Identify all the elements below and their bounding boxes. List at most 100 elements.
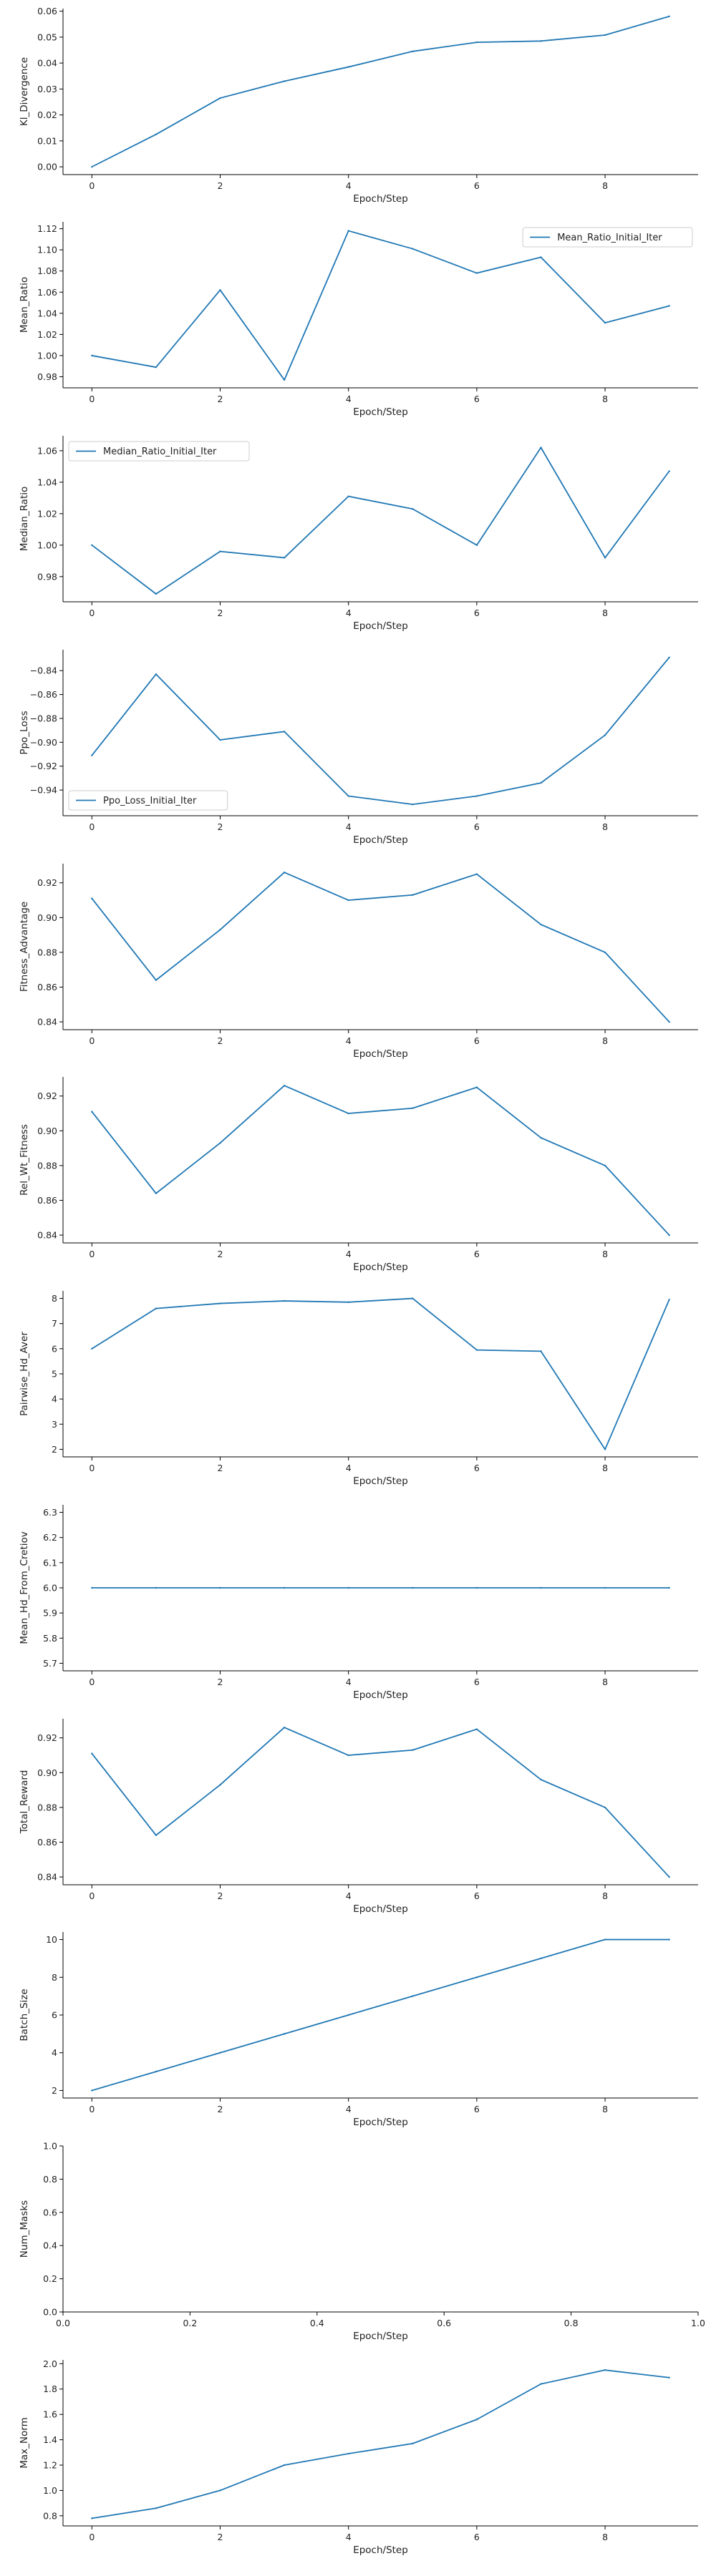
data-point [155, 592, 158, 595]
x-tick-label: 4 [346, 1677, 352, 1687]
y-tick-label: 5.8 [43, 1633, 57, 1644]
data-point [668, 305, 670, 307]
data-point [604, 1938, 606, 1941]
chart-panel-1: 0.00 0.01 0.02 0.03 0.04 0.05 0.06 0 2 4 6 8 Epoch/S… [19, 6, 698, 205]
y-axis-label: Mean_Ratio [19, 277, 30, 333]
series-line [91, 1727, 670, 1878]
data-point [155, 366, 158, 369]
data-point [475, 272, 478, 274]
y-tick-label: 4 [52, 2047, 57, 2058]
series-line [91, 657, 670, 806]
x-tick-label: 6 [474, 1677, 480, 1687]
data-point [475, 1086, 478, 1088]
x-tick-label: 8 [602, 1677, 608, 1687]
y-tick-label: 0.6 [43, 2207, 57, 2218]
x-tick-label: 6 [474, 608, 480, 618]
data-point [347, 2014, 349, 2016]
x-tick-label: 8 [602, 2104, 608, 2114]
y-tick-label: 0.04 [37, 58, 57, 69]
data-point [668, 1020, 670, 1023]
data-point [283, 1726, 286, 1729]
x-axis-label: Epoch/Step [353, 834, 408, 846]
data-point [347, 495, 349, 497]
x-tick-label: 0 [89, 2104, 95, 2114]
x-tick-label: 2 [218, 821, 223, 832]
y-tick-label: 1.4 [43, 2434, 57, 2445]
x-tick-label: 4 [346, 394, 352, 404]
y-axis-label: Max_Norm [19, 2417, 30, 2468]
y-tick-label: 0.05 [37, 31, 57, 42]
y-tick-label: 0.0 [43, 2307, 57, 2318]
data-point [91, 1586, 93, 1589]
series-line [92, 2369, 669, 2519]
data-point [475, 544, 478, 547]
chart-panel-10: 2 4 6 8 10 0 2 4 6 8 Epoch/Step Batch_Size [19, 1932, 698, 2128]
data-point [668, 470, 670, 472]
data-point [283, 2033, 286, 2035]
data-point [155, 1192, 158, 1194]
y-tick-label: 0.86 [37, 1195, 57, 1206]
y-tick-label: 1.0 [43, 2485, 57, 2496]
data-point [540, 2383, 542, 2385]
chart-panel-5: 0.84 0.86 0.88 0.90 0.92 0 2 4 6 8 Epoch/Step Fitne… [19, 864, 698, 1060]
y-tick-label: 6 [52, 1343, 57, 1354]
data-point [540, 1778, 542, 1781]
data-point [668, 656, 670, 659]
x-tick-label: 8 [602, 1890, 608, 1901]
data-point [604, 557, 606, 559]
chart-panel-11: 0.0 0.2 0.4 0.6 0.8 1.0 0.0 0.2 0.4 0.6 0.8 1.0 Epoc… [19, 2141, 705, 2343]
data-point [91, 1347, 93, 1350]
x-axis-label: Epoch/Step [353, 1048, 408, 1060]
y-tick-label: 0.92 [37, 1091, 57, 1101]
chart-panel-8: 5.7 5.8 5.9 6.0 6.1 6.2 6.3 0 2 4 6 8 Epoch/Step Mean… [19, 1505, 698, 1701]
x-tick-label: 0.4 [310, 2318, 324, 2328]
x-tick-label: 6 [474, 1249, 480, 1259]
data-point [604, 1164, 606, 1167]
series-line [92, 230, 669, 381]
x-tick-label: 2 [218, 608, 223, 618]
data-point [540, 1136, 542, 1139]
series-line [91, 1297, 670, 1450]
data-point [475, 1728, 478, 1730]
data-point [475, 1976, 478, 1979]
data-point [155, 673, 158, 675]
data-point [91, 754, 93, 756]
x-tick-label: 6 [474, 1890, 480, 1901]
data-point [668, 1875, 670, 1878]
y-tick-label: 0.90 [37, 1767, 57, 1778]
x-tick-label: 8 [602, 608, 608, 618]
data-point [604, 1448, 606, 1450]
x-tick-label: 8 [602, 394, 608, 404]
x-tick-label: 2 [218, 2104, 223, 2114]
data-point [604, 1586, 606, 1589]
data-point [604, 2368, 606, 2371]
data-point [219, 2051, 221, 2054]
series-line [91, 1085, 670, 1236]
y-tick-label: 0.02 [37, 109, 57, 120]
y-tick-label: 3 [52, 1419, 57, 1430]
x-tick-label: 2 [218, 394, 223, 404]
x-tick-label: 6 [474, 1035, 480, 1046]
data-point [219, 1142, 221, 1144]
chart-panel-2: 0.98 1.00 1.02 1.04 1.06 1.08 1.10 1.12 0 2 4 6 8 Epo… [19, 222, 698, 418]
data-point [219, 289, 221, 291]
x-tick-label: 6 [474, 2532, 480, 2542]
x-tick-label: 4 [346, 2532, 352, 2542]
x-tick-label: 0.8 [564, 2318, 579, 2328]
x-tick-label: 0 [89, 1677, 95, 1687]
data-point [219, 929, 221, 931]
x-tick-label: 1.0 [691, 2318, 705, 2328]
x-tick-label: 0.0 [56, 2318, 70, 2328]
y-tick-label: 10 [46, 1934, 57, 1945]
x-tick-label: 8 [602, 1249, 608, 1259]
data-point [604, 951, 606, 954]
x-tick-label: 4 [346, 2104, 352, 2114]
data-point [91, 1111, 93, 1113]
data-point [155, 1586, 158, 1589]
data-point [283, 731, 286, 733]
data-point [540, 923, 542, 926]
y-tick-label: 0.98 [37, 371, 57, 382]
x-tick-label: 2 [218, 1035, 223, 1046]
data-point [412, 1749, 414, 1751]
